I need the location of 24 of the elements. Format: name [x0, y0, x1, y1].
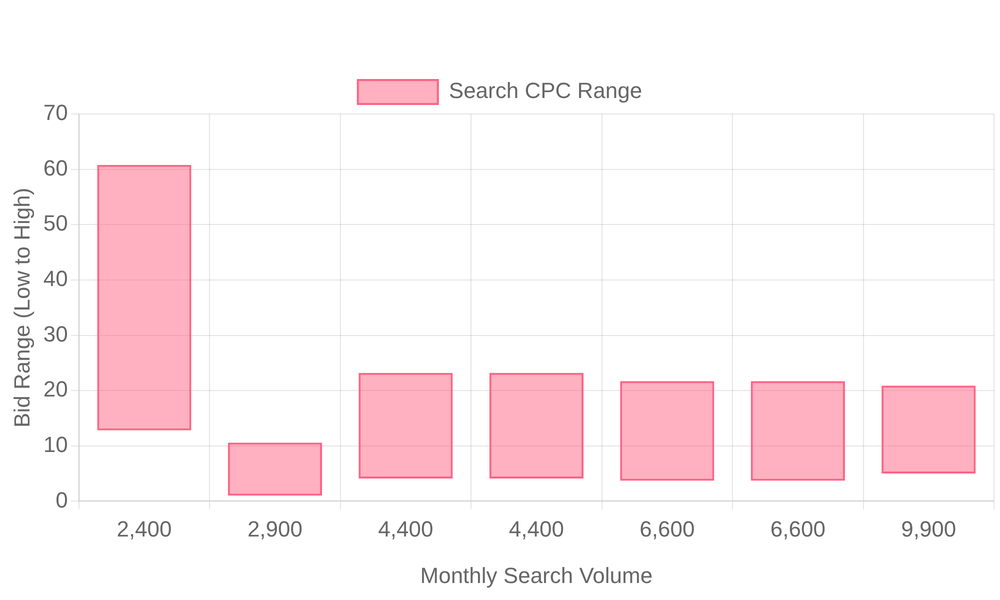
y-tick-label: 20 [43, 376, 68, 402]
bar [882, 386, 976, 474]
bar [489, 372, 584, 479]
y-tick-label: 10 [43, 432, 68, 457]
bar [228, 442, 322, 496]
y-tick-label: 70 [43, 100, 68, 126]
bar [358, 372, 453, 479]
y-axis-title: Bid Range (Low to High) [9, 188, 34, 428]
x-tick-label: 2,400 [116, 516, 172, 542]
x-tick-label: 6,600 [640, 516, 695, 542]
legend-label: Search CPC Range [448, 78, 642, 104]
bar [750, 381, 845, 481]
x-tick-label: 6,600 [770, 516, 826, 542]
y-tick-label: 50 [43, 210, 68, 236]
y-tick-label: 40 [43, 266, 68, 292]
x-tick-label: 4,400 [378, 516, 434, 542]
bar [620, 381, 714, 481]
y-tick-label: 30 [43, 321, 68, 346]
x-axis-title: Monthly Search Volume [420, 562, 653, 588]
y-tick-label: 60 [43, 155, 68, 180]
x-tick-label: 4,400 [508, 516, 564, 542]
y-tick-label: 0 [56, 487, 68, 512]
x-tick-label: 2,900 [247, 516, 302, 542]
x-tick-label: 9,900 [901, 516, 956, 542]
